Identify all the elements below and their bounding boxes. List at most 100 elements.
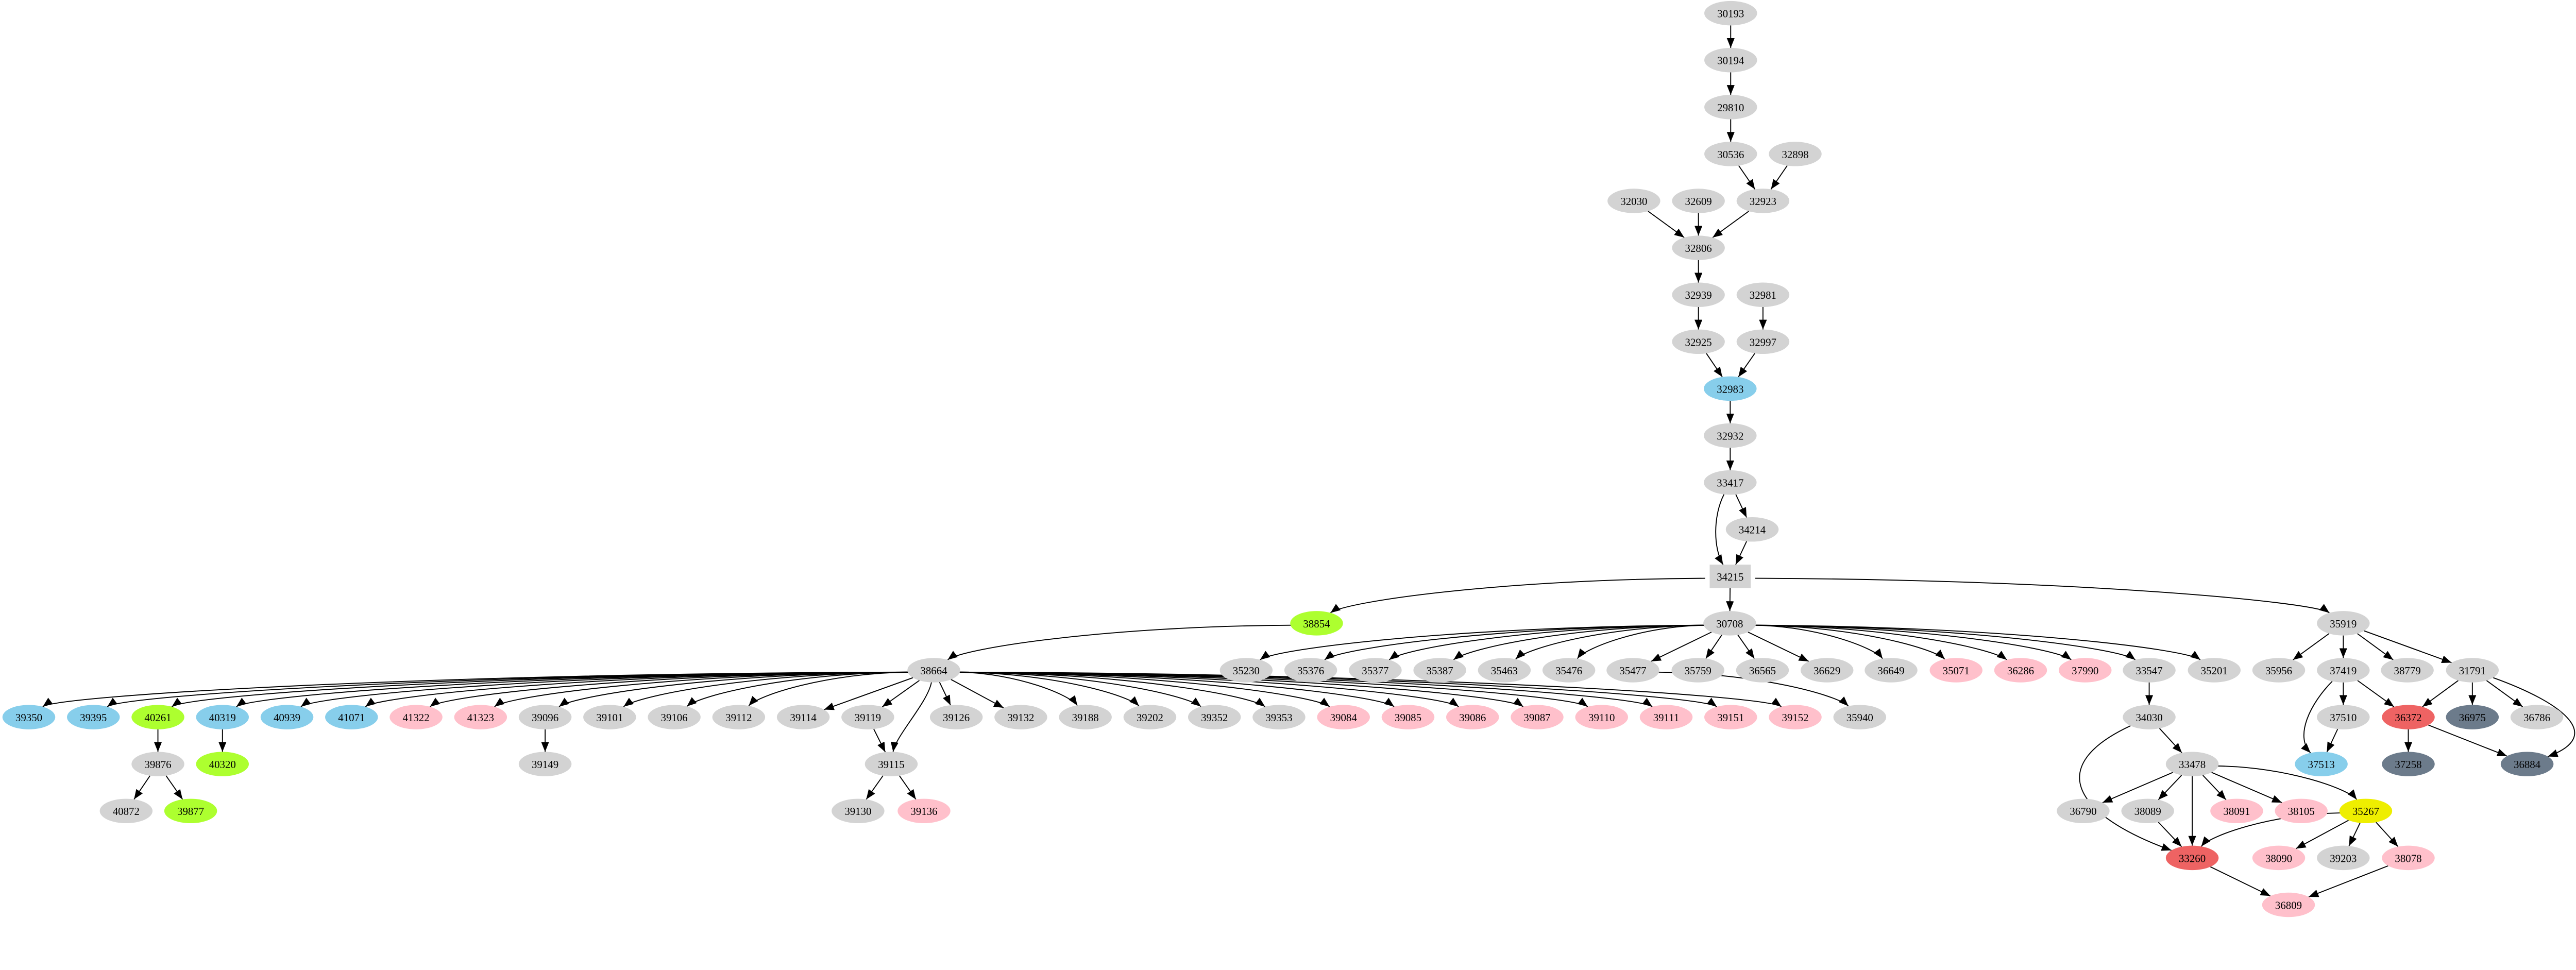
node-35071[interactable]: 35071 [1929,658,1982,683]
node-30194[interactable]: 30194 [1704,47,1757,73]
node-label: 39132 [1007,711,1034,724]
node-32932[interactable]: 32932 [1704,423,1757,448]
node-37513[interactable]: 37513 [2295,752,2348,776]
node-39106[interactable]: 39106 [648,705,701,729]
node-34030[interactable]: 34030 [2123,705,2176,729]
node-36884[interactable]: 36884 [2500,752,2554,776]
node-39877[interactable]: 39877 [164,798,217,824]
node-38089[interactable]: 38089 [2121,798,2174,824]
node-33478[interactable]: 33478 [2165,752,2219,776]
node-33547[interactable]: 33547 [2123,658,2176,683]
node-39188[interactable]: 39188 [1059,705,1112,729]
node-39085[interactable]: 39085 [1381,705,1435,729]
node-36372[interactable]: 36372 [2382,705,2435,729]
node-32030[interactable]: 32030 [1607,189,1660,213]
node-39115[interactable]: 39115 [865,752,918,776]
node-32609[interactable]: 32609 [1672,189,1725,213]
node-37419[interactable]: 37419 [2317,658,2370,683]
node-32981[interactable]: 32981 [1736,282,1790,307]
node-38090[interactable]: 38090 [2252,845,2306,871]
node-41322[interactable]: 41322 [389,705,443,729]
node-40320[interactable]: 40320 [196,752,249,776]
node-32923[interactable]: 32923 [1736,189,1790,213]
node-36790[interactable]: 36790 [2057,798,2110,824]
node-38078[interactable]: 38078 [2382,845,2435,871]
node-32898[interactable]: 32898 [1769,142,1822,166]
node-30193[interactable]: 30193 [1704,1,1757,26]
node-35230[interactable]: 35230 [1219,658,1273,683]
node-35759[interactable]: 35759 [1671,658,1724,683]
node-35201[interactable]: 35201 [2188,658,2241,683]
node-40872[interactable]: 40872 [99,798,153,824]
node-33260[interactable]: 33260 [2165,845,2219,871]
node-33417[interactable]: 33417 [1704,470,1757,495]
node-35377[interactable]: 35377 [1349,658,1402,683]
node-31791[interactable]: 31791 [2446,658,2499,683]
node-39112[interactable]: 39112 [712,705,766,729]
node-32983[interactable]: 32983 [1704,376,1757,401]
node-36629[interactable]: 36629 [1800,658,1854,683]
node-39119[interactable]: 39119 [841,705,894,729]
node-39202[interactable]: 39202 [1123,705,1177,729]
node-38105[interactable]: 38105 [2275,798,2328,824]
node-39086[interactable]: 39086 [1446,705,1499,729]
node-35267[interactable]: 35267 [2339,798,2393,824]
node-39151[interactable]: 39151 [1704,705,1757,729]
edge-38854-38664 [947,624,1292,660]
node-36286[interactable]: 36286 [1994,658,2047,683]
node-37990[interactable]: 37990 [2059,658,2112,683]
node-35463[interactable]: 35463 [1478,658,1531,683]
node-40939[interactable]: 40939 [260,705,314,729]
node-29810[interactable]: 29810 [1704,95,1757,120]
node-39149[interactable]: 39149 [518,752,572,776]
node-39110[interactable]: 39110 [1575,705,1628,729]
node-38664[interactable]: 38664 [907,658,960,683]
node-36809[interactable]: 36809 [2262,892,2315,917]
node-39126[interactable]: 39126 [929,705,983,729]
node-39203[interactable]: 39203 [2317,845,2370,871]
node-38854[interactable]: 38854 [1290,611,1343,636]
node-32939[interactable]: 32939 [1672,282,1725,307]
node-38091[interactable]: 38091 [2210,798,2263,824]
node-39096[interactable]: 39096 [518,705,572,729]
node-35956[interactable]: 35956 [2252,658,2306,683]
node-32997[interactable]: 32997 [1736,329,1790,354]
node-39350[interactable]: 39350 [2,705,56,729]
node-35919[interactable]: 35919 [2317,611,2370,636]
node-39084[interactable]: 39084 [1317,705,1370,729]
node-41071[interactable]: 41071 [325,705,378,729]
node-39876[interactable]: 39876 [131,752,184,776]
node-41323[interactable]: 41323 [454,705,507,729]
node-37258[interactable]: 37258 [2382,752,2435,776]
node-39353[interactable]: 39353 [1252,705,1306,729]
node-32925[interactable]: 32925 [1672,329,1725,354]
node-36975[interactable]: 36975 [2446,705,2499,729]
node-34215[interactable]: 34215 [1709,565,1751,588]
node-40319[interactable]: 40319 [196,705,249,729]
node-39352[interactable]: 39352 [1188,705,1241,729]
node-39132[interactable]: 39132 [994,705,1047,729]
node-34214[interactable]: 34214 [1725,517,1779,542]
node-39395[interactable]: 39395 [67,705,120,729]
node-32806[interactable]: 32806 [1672,235,1725,260]
node-39136[interactable]: 39136 [897,798,951,824]
node-35476[interactable]: 35476 [1542,658,1596,683]
node-35940[interactable]: 35940 [1833,705,1887,729]
node-38779[interactable]: 38779 [2381,658,2434,683]
node-35376[interactable]: 35376 [1284,658,1337,683]
node-39152[interactable]: 39152 [1769,705,1822,729]
node-39130[interactable]: 39130 [832,798,885,824]
node-40261[interactable]: 40261 [131,705,184,729]
node-35477[interactable]: 35477 [1606,658,1659,683]
node-39087[interactable]: 39087 [1511,705,1564,729]
node-36565[interactable]: 36565 [1736,658,1789,683]
node-39101[interactable]: 39101 [583,705,636,729]
node-39111[interactable]: 39111 [1639,705,1693,729]
node-36649[interactable]: 36649 [1865,658,1918,683]
node-37510[interactable]: 37510 [2317,705,2370,729]
node-36786[interactable]: 36786 [2510,705,2564,729]
node-39114[interactable]: 39114 [776,705,830,729]
node-35387[interactable]: 35387 [1413,658,1466,683]
node-30708[interactable]: 30708 [1703,611,1756,636]
node-30536[interactable]: 30536 [1704,142,1757,166]
